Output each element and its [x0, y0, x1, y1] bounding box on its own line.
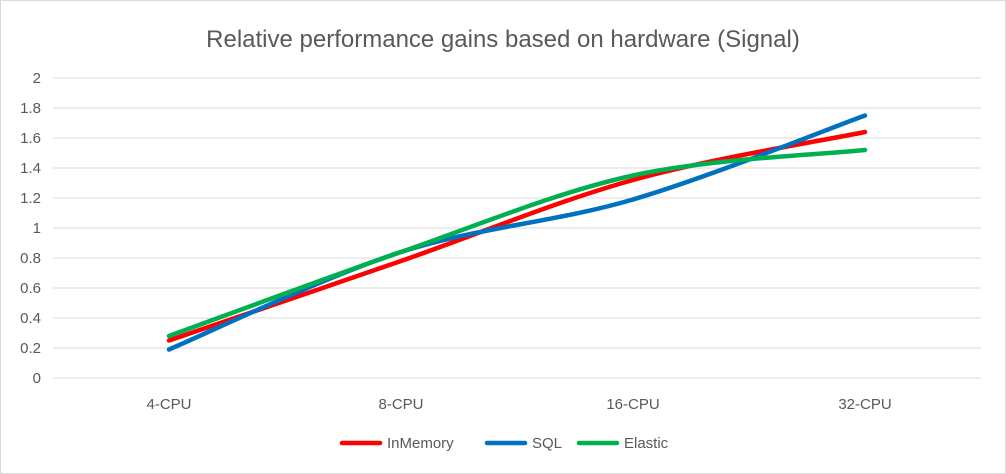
y-tick-label: 2	[33, 70, 41, 87]
legend-label-inmemory: InMemory	[387, 435, 454, 452]
y-tick-label: 1.4	[20, 160, 41, 177]
y-tick-label: 0.6	[20, 280, 41, 297]
y-tick-label: 0.8	[20, 250, 41, 267]
y-tick-label: 0	[33, 370, 41, 387]
x-tick-label: 32-CPU	[838, 396, 891, 413]
gridlines	[53, 77, 981, 379]
x-axis: 4-CPU 8-CPU 16-CPU 32-CPU	[146, 396, 891, 413]
x-tick-label: 16-CPU	[606, 396, 659, 413]
y-tick-label: 0.2	[20, 340, 41, 357]
y-tick-label: 1.6	[20, 130, 41, 147]
y-tick-label: 1	[33, 220, 41, 237]
chart-title: Relative performance gains based on hard…	[206, 26, 800, 53]
legend-label-elastic: Elastic	[624, 435, 669, 452]
y-axis: 0 0.2 0.4 0.6 0.8 1 1.2 1.4 1.6 1.8 2	[20, 70, 41, 387]
legend-label-sql: SQL	[532, 435, 562, 452]
series-line-elastic	[166, 147, 868, 339]
x-tick-label: 8-CPU	[378, 396, 423, 413]
y-tick-label: 1.8	[20, 100, 41, 117]
y-tick-label: 1.2	[20, 190, 41, 207]
legend: InMemory SQL Elastic	[339, 435, 669, 452]
series-line-sql	[166, 113, 868, 352]
x-tick-label: 4-CPU	[146, 396, 191, 413]
series-lines	[166, 113, 868, 352]
y-tick-label: 0.4	[20, 310, 41, 327]
series-line-inmemory	[166, 129, 868, 343]
